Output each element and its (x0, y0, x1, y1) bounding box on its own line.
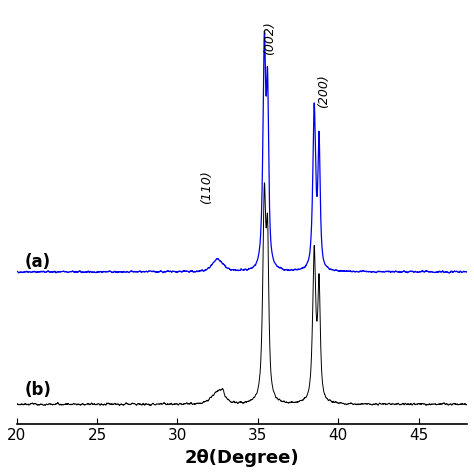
X-axis label: 2θ(Degree): 2θ(Degree) (184, 449, 299, 467)
Text: (200): (200) (317, 74, 329, 108)
Text: (110): (110) (200, 171, 213, 204)
Text: (002): (002) (264, 21, 276, 55)
Text: (b): (b) (25, 381, 52, 399)
Text: (a): (a) (25, 253, 51, 271)
